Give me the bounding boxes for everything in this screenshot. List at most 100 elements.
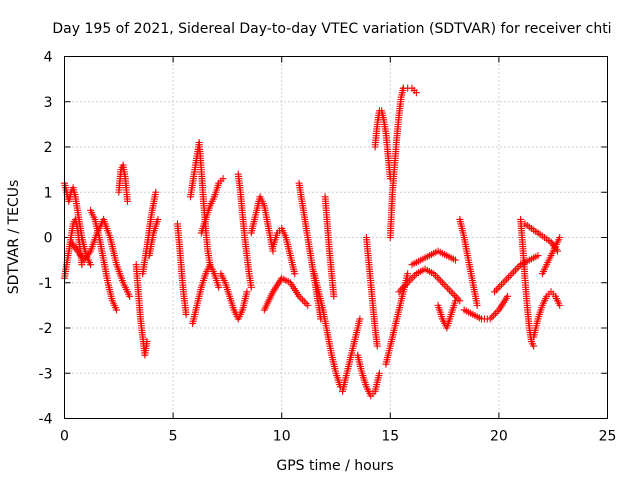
series-arc-24: [371, 107, 394, 183]
series-arc-37: [538, 234, 564, 278]
data-point: [409, 273, 417, 281]
series-arc-31: [456, 215, 481, 309]
data-point: [304, 301, 312, 309]
data-point: [442, 282, 450, 290]
x-tick-label: 10: [273, 429, 291, 445]
data-point: [438, 279, 446, 287]
data-point: [510, 268, 518, 276]
data-point: [451, 256, 459, 264]
series-arc-6: [132, 261, 151, 359]
data-point: [407, 275, 415, 283]
data-point: [491, 310, 499, 318]
series-arc-17: [269, 224, 299, 278]
y-tick-label: -2: [39, 321, 53, 337]
data-point: [449, 290, 457, 298]
y-tick-label: -3: [39, 366, 53, 382]
y-tick-label: -1: [39, 276, 53, 292]
data-point: [215, 283, 223, 291]
data-point: [412, 89, 420, 97]
data-point: [435, 275, 443, 283]
x-tick-label: 0: [60, 429, 69, 445]
y-axis-ticks: -4 -3 -2 -1 0 1 2 3 4: [39, 50, 608, 428]
y-tick-label: 2: [44, 140, 53, 156]
series-arc-14: [234, 170, 255, 291]
data-point: [499, 279, 507, 287]
data-point: [503, 275, 511, 283]
data-point: [513, 264, 521, 272]
data-point: [504, 292, 512, 300]
data-point: [496, 282, 504, 290]
series-arc-27: [399, 84, 420, 97]
series-layer: [61, 84, 564, 400]
data-point: [440, 281, 448, 289]
data-point: [126, 292, 134, 300]
data-point: [498, 281, 506, 289]
data-point: [488, 313, 496, 321]
series-arc-32: [460, 292, 512, 323]
y-tick-label: 4: [44, 50, 53, 66]
series-arc-9: [173, 220, 190, 318]
data-point: [473, 301, 481, 309]
data-point: [375, 369, 383, 377]
data-point: [373, 342, 381, 350]
data-point: [492, 286, 500, 294]
chart-title: Day 195 of 2021, Sidereal Day-to-day VTE…: [52, 21, 611, 37]
series-arc-5: [115, 161, 131, 205]
series-arc-7: [139, 188, 160, 278]
data-point: [451, 297, 459, 305]
data-point: [123, 197, 131, 205]
series-arc-11: [189, 261, 223, 327]
y-tick-label: 3: [44, 95, 53, 111]
y-tick-label: 1: [44, 185, 53, 201]
data-point: [534, 252, 542, 260]
data-point: [494, 284, 502, 292]
data-point: [501, 277, 509, 285]
series-arc-26: [386, 84, 407, 241]
series-arc-28: [395, 265, 464, 305]
x-tick-label: 20: [490, 429, 508, 445]
data-point: [219, 175, 227, 183]
series-arc-15: [247, 193, 277, 255]
data-point: [447, 288, 455, 296]
data-point: [508, 270, 516, 278]
data-point: [78, 261, 86, 269]
data-point: [451, 291, 459, 299]
data-point: [491, 288, 499, 296]
series-arc-29: [408, 247, 459, 269]
series-arc-12: [197, 175, 227, 237]
series-arc-8: [145, 215, 162, 260]
series-arc-30: [434, 297, 459, 332]
data-point: [444, 284, 452, 292]
data-point: [152, 188, 160, 196]
data-point: [113, 306, 121, 314]
y-tick-label: -4: [39, 412, 53, 428]
data-point: [182, 310, 190, 318]
data-point: [445, 286, 453, 294]
data-point: [302, 300, 310, 308]
y-axis-title: SDTVAR / TECUs: [6, 180, 22, 295]
plot-frame: [64, 56, 608, 419]
data-point: [490, 311, 498, 319]
x-axis-title: GPS time / hours: [276, 458, 393, 474]
data-point: [154, 215, 162, 223]
x-axis-ticks: 0 5 10 15 20 25: [60, 56, 616, 445]
x-tick-label: 15: [381, 429, 399, 445]
data-point: [247, 283, 255, 291]
data-point: [356, 315, 364, 323]
series-arc-21: [339, 315, 364, 395]
data-point: [556, 234, 564, 241]
series-arc-3: [67, 215, 134, 300]
series-arc-22: [354, 351, 383, 400]
series-arc-23: [362, 234, 381, 350]
data-point: [511, 266, 519, 274]
series-arc-4: [87, 206, 121, 314]
grid: [64, 56, 608, 419]
data-point: [299, 296, 307, 304]
data-point: [291, 270, 299, 278]
series-arc-33: [491, 252, 542, 296]
data-point: [143, 338, 151, 346]
data-point: [87, 261, 95, 269]
data-point: [330, 292, 338, 300]
series-arc-36: [521, 220, 562, 255]
y-tick-label: 0: [44, 231, 53, 247]
